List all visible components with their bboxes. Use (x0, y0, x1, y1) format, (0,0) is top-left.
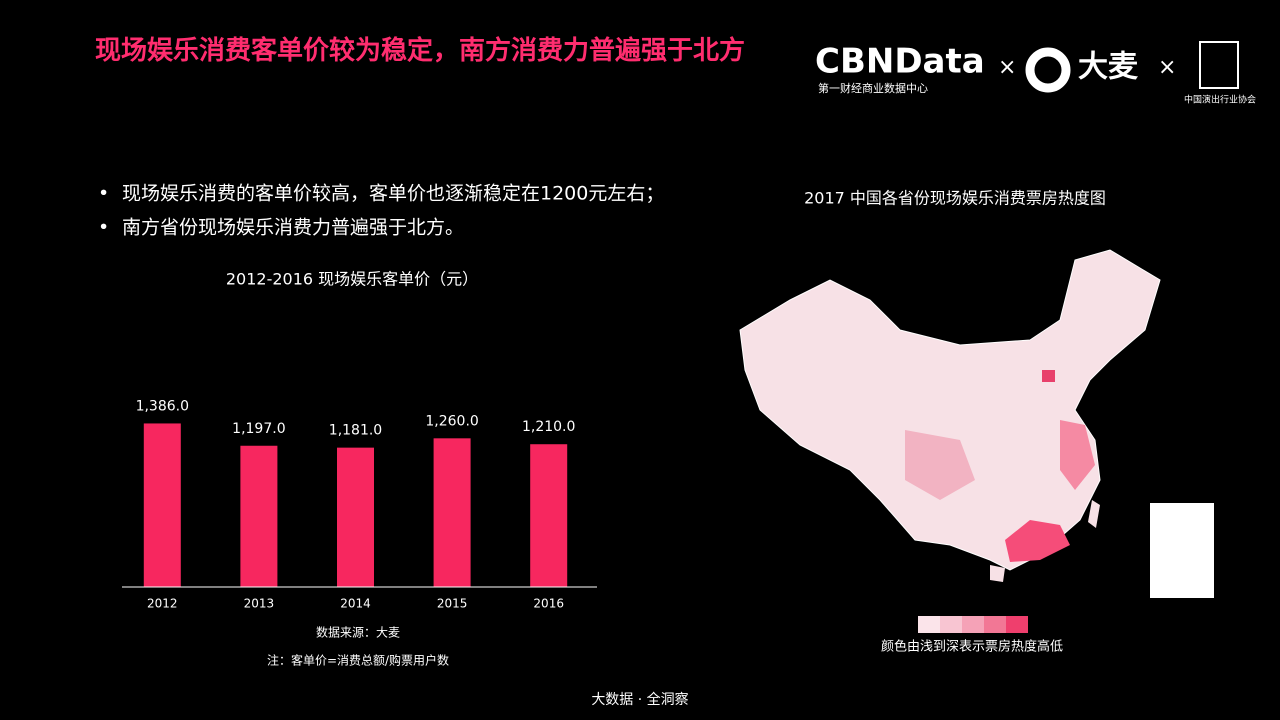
data-label: 1,181.0 (329, 423, 382, 439)
legend-swatch (1006, 616, 1028, 633)
logo-damai-icon (1025, 47, 1071, 93)
bar-chart: 1,386.0 2012 1,197.0 2013 1,181.0 2014 1,260.0… (122, 398, 597, 611)
data-label: 1,386.0 (136, 398, 189, 414)
map-province (1005, 520, 1070, 562)
bullet-dot: • (98, 217, 109, 239)
x-tick-label: 2015 (437, 597, 468, 611)
bar (143, 423, 181, 587)
title-box: 现场娱乐消费客单价较为稳定，南方消费力普遍强于北方 (95, 36, 746, 66)
x-tick-label: 2016 (533, 597, 564, 611)
bullet-dot: • (98, 183, 109, 205)
bar (240, 445, 278, 587)
map-island (990, 565, 1005, 582)
map-province (1060, 420, 1095, 490)
logo-capa: 中国演出行业协会 (1184, 94, 1256, 106)
data-label: 1,260.0 (425, 413, 478, 429)
map-inset (1150, 503, 1214, 598)
map-island (1088, 500, 1100, 528)
bullet: 南方省份现场娱乐消费力普遍强于北方。 (122, 217, 464, 239)
chart-title: 2012-2016 现场娱乐客单价（元） (226, 270, 478, 289)
logo-capa-icon (1199, 41, 1239, 89)
logo-damai: 大麦 (1078, 50, 1139, 85)
logo-sep: × (998, 55, 1016, 80)
data-label: 1,210.0 (522, 419, 575, 435)
legend-swatch (984, 616, 1006, 633)
legend-swatch (962, 616, 984, 633)
bar (433, 438, 471, 587)
map-province (905, 430, 975, 500)
legend-swatch (918, 616, 940, 633)
formula-note: 注：客单价=消费总额/购票用户数 (267, 653, 449, 668)
data-label: 1,197.0 (232, 421, 285, 437)
x-tick-label: 2013 (244, 597, 275, 611)
map-title: 2017 中国各省份现场娱乐消费票房热度图 (804, 189, 1106, 208)
china-map (739, 249, 1214, 598)
logo-subtitle: 第一财经商业数据中心 (818, 81, 928, 95)
source-note: 数据来源：大麦 (316, 625, 400, 640)
bar (530, 444, 568, 587)
logo-sep: × (1158, 55, 1176, 80)
slide-title: 现场娱乐消费客单价较为稳定，南方消费力普遍强于北方 (95, 36, 746, 66)
x-tick-label: 2014 (340, 597, 371, 611)
logo-cbndata: CBNData (815, 42, 985, 82)
x-tick-label: 2012 (147, 597, 178, 611)
map-province (1042, 370, 1055, 382)
footer: 大数据 · 全洞察 (591, 691, 688, 708)
bullet: 现场娱乐消费的客单价较高，客单价也逐渐稳定在1200元左右； (122, 183, 664, 205)
map-legend: 颜色由浅到深表示票房热度高低 (881, 639, 1063, 655)
bar (337, 447, 374, 587)
legend-swatch (940, 616, 962, 633)
map-land (739, 249, 1161, 571)
